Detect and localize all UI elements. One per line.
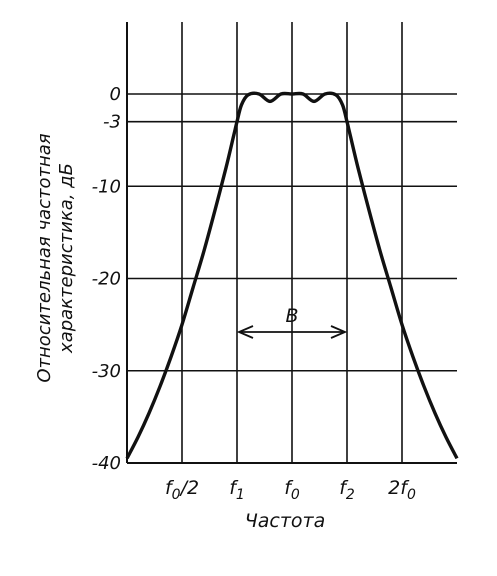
y-tick-label: -10 — [92, 176, 121, 197]
y-axis-label-line-1: Относительная частотная — [34, 133, 55, 382]
y-tick-label: -30 — [92, 361, 121, 382]
x-tick-label: f1 — [229, 477, 245, 503]
y-axis-label: Относительная частотная характеристика, … — [34, 133, 77, 382]
x-tick-label: 2f0 — [388, 477, 416, 503]
bandwidth-arrow-head-left — [236, 325, 254, 339]
y-tick-label: -3 — [103, 112, 121, 133]
curve-layer — [125, 91, 459, 460]
y-tick-label: -40 — [92, 453, 121, 474]
response-curve — [125, 91, 459, 460]
y-tick-labels: 0 -3 -10 -20 -30 -40 — [92, 84, 121, 474]
x-tick-label: f0/2 — [165, 477, 199, 503]
x-tick-label: f0 — [284, 477, 300, 503]
x-tick-labels: f0/2 f1 f0 f2 2f0 — [165, 477, 416, 503]
x-axis-label: Частота — [245, 510, 326, 532]
grid-lines — [127, 22, 457, 463]
y-tick-label: -20 — [92, 269, 121, 290]
y-tick-label: 0 — [110, 84, 121, 105]
annotation-layer: B — [236, 305, 348, 339]
bandwidth-label: B — [285, 305, 298, 327]
bandwidth-arrow-head-right — [330, 325, 348, 339]
x-tick-label: f2 — [339, 477, 355, 503]
axes — [126, 22, 457, 464]
y-axis-label-line-2: характеристика, дБ — [56, 163, 77, 354]
